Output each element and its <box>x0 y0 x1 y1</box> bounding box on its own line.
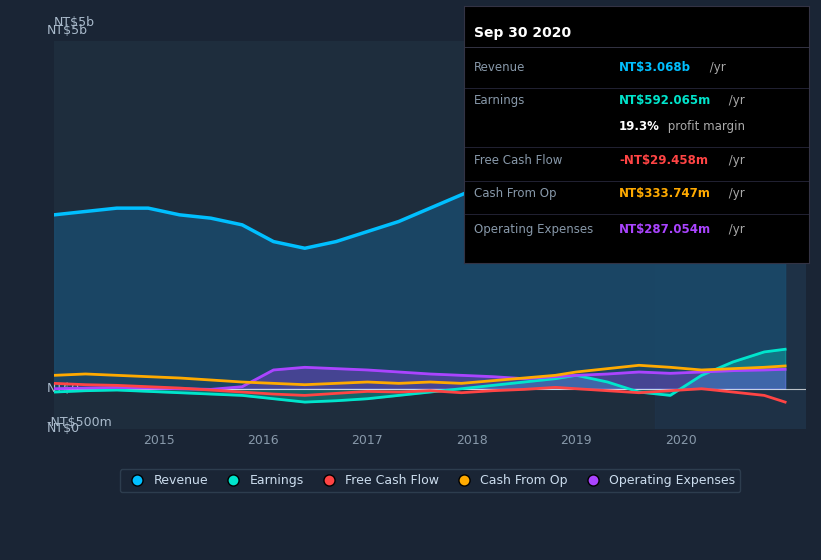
Text: -NT$500m: -NT$500m <box>47 416 112 428</box>
Text: Earnings: Earnings <box>475 95 525 108</box>
Text: Cash From Op: Cash From Op <box>475 187 557 200</box>
Text: Free Cash Flow: Free Cash Flow <box>475 153 562 167</box>
Text: profit margin: profit margin <box>664 120 745 133</box>
Text: /yr: /yr <box>725 223 745 236</box>
Text: NT$333.747m: NT$333.747m <box>619 187 711 200</box>
Bar <box>654 41 806 429</box>
Text: NT$5b: NT$5b <box>54 16 95 29</box>
Text: NT$5b: NT$5b <box>47 24 88 37</box>
Text: Sep 30 2020: Sep 30 2020 <box>475 26 571 40</box>
Text: 19.3%: 19.3% <box>619 120 660 133</box>
Text: /yr: /yr <box>725 187 745 200</box>
Text: Operating Expenses: Operating Expenses <box>475 223 594 236</box>
Text: -NT$29.458m: -NT$29.458m <box>619 153 708 167</box>
Legend: Revenue, Earnings, Free Cash Flow, Cash From Op, Operating Expenses: Revenue, Earnings, Free Cash Flow, Cash … <box>120 469 741 492</box>
Text: NT$0: NT$0 <box>47 422 80 435</box>
Text: NT$3.068b: NT$3.068b <box>619 61 691 74</box>
Text: /yr: /yr <box>725 153 745 167</box>
Text: NT$287.054m: NT$287.054m <box>619 223 711 236</box>
Text: NT$0: NT$0 <box>47 382 80 395</box>
Text: /yr: /yr <box>706 61 726 74</box>
Text: Revenue: Revenue <box>475 61 525 74</box>
Text: NT$592.065m: NT$592.065m <box>619 95 711 108</box>
Text: /yr: /yr <box>725 95 745 108</box>
